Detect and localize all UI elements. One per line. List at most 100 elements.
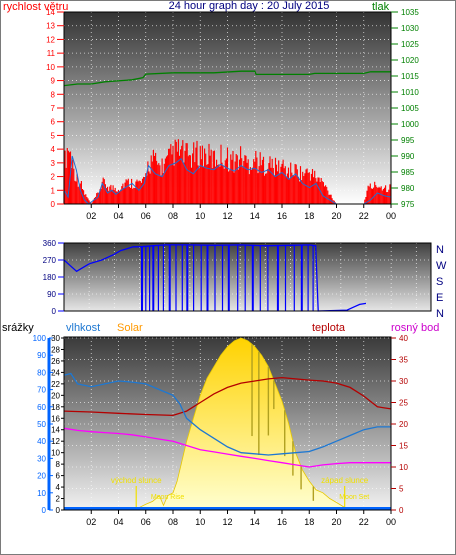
wind-speed-line <box>63 155 392 205</box>
humidity-axis-label: vlhkost <box>66 322 100 334</box>
wind-tick-label: 9 <box>51 77 56 86</box>
rain-tick-label: 0 <box>42 506 47 515</box>
rain-tick-label: 20 <box>37 472 46 481</box>
hour-tick-label: 20 <box>331 517 341 527</box>
temperature-axis-ticks: 0 5 10 15 20 25 30 35 40 <box>391 334 408 515</box>
humidity-tick-label: 4 <box>56 483 61 492</box>
time-axis-ticks: 02 04 06 08 10 12 14 16 18 20 22 00 <box>86 204 396 221</box>
hour-tick-label: 14 <box>250 517 260 527</box>
solar-legend-label: Solar <box>117 322 143 334</box>
wind-tick-label: 8 <box>51 90 56 99</box>
hour-tick-label: 08 <box>168 211 178 221</box>
hour-tick-label: 18 <box>304 517 314 527</box>
degree-tick-label: 0 <box>52 307 57 316</box>
hour-tick-label: 16 <box>277 517 287 527</box>
humidity-tick-label: 22 <box>51 380 60 389</box>
temperature-line <box>63 376 392 417</box>
wind-gust-bars <box>63 139 391 204</box>
hour-tick-label: 20 <box>331 211 341 221</box>
hour-tick-label: 16 <box>277 211 287 221</box>
rain-tick-label: 30 <box>37 454 46 463</box>
pressure-tick-label: 1025 <box>401 40 419 49</box>
temperature-tick-label: 30 <box>399 377 408 386</box>
temperature-tick-label: 25 <box>399 399 408 408</box>
pressure-tick-label: 1000 <box>401 120 419 129</box>
wind-tick-label: 13 <box>46 22 55 31</box>
degree-tick-label: 180 <box>43 273 57 282</box>
sun-moon-annotations: východ slunce západ slunce Moon Rise Moon S… <box>111 476 369 501</box>
humidity-tick-label: 30 <box>51 334 60 343</box>
pressure-tick-label: 990 <box>401 152 415 161</box>
pressure-tick-label: 1015 <box>401 72 419 81</box>
pressure-tick-label: 1035 <box>401 8 419 17</box>
humidity-tick-label: 2 <box>56 495 61 504</box>
compass-tick-label: S <box>436 276 443 288</box>
sun-moon-annotation: Moon Set <box>339 494 369 501</box>
pressure-axis-ticks: 975 980 985 990 995 1000 1005 1010 1015 1020 1025 1… <box>391 8 419 209</box>
temperature-axis-label: teplota <box>312 322 346 334</box>
pressure-tick-label: 1030 <box>401 24 419 33</box>
pressure-axis-label: tlak <box>372 1 390 13</box>
time-axis-ticks-lower: 02 04 06 08 10 12 14 16 18 20 22 00 <box>86 510 396 527</box>
rain-baseline <box>64 507 391 510</box>
pressure-tick-label: 975 <box>401 200 415 209</box>
humidity-tick-label: 12 <box>51 437 60 446</box>
rain-tick-label: 80 <box>37 368 46 377</box>
wind-tick-label: 6 <box>51 118 56 127</box>
rain-axis-label: srážky <box>2 322 34 334</box>
rain-tick-label: 90 <box>37 351 46 360</box>
hour-tick-label: 14 <box>250 211 260 221</box>
humidity-tick-label: 20 <box>51 391 60 400</box>
hour-tick-label: 10 <box>195 517 205 527</box>
hour-tick-label: 04 <box>113 517 123 527</box>
wind-axis-label: rychlost větru <box>3 1 68 13</box>
wind-tick-label: 11 <box>47 49 56 58</box>
page-title: 24 hour graph day : 20 July 2015 <box>169 0 330 12</box>
pressure-tick-label: 1020 <box>401 56 419 65</box>
rain-tick-label: 70 <box>37 386 46 395</box>
compass-tick-label: W <box>436 260 447 272</box>
rain-tick-label: 40 <box>37 437 46 446</box>
wind-direction-plot-area <box>64 243 431 311</box>
temperature-tick-label: 40 <box>399 334 408 343</box>
temperature-tick-label: 15 <box>399 442 408 451</box>
wind-tick-label: 7 <box>51 104 56 113</box>
sun-moon-annotation: východ slunce <box>111 476 162 485</box>
wind-direction-line <box>63 244 367 312</box>
pressure-tick-label: 995 <box>401 136 415 145</box>
hour-tick-label: 00 <box>386 517 396 527</box>
degree-tick-label: 270 <box>43 256 57 265</box>
dewpoint-line <box>63 427 391 468</box>
sun-moon-annotation: západ slunce <box>321 476 369 485</box>
degree-tick-label: 360 <box>43 239 57 248</box>
sun-moon-annotation: Moon Rise <box>151 494 185 501</box>
wind-tick-label: 0 <box>51 200 56 209</box>
temperature-tick-label: 0 <box>399 506 404 515</box>
hour-tick-label: 12 <box>222 517 232 527</box>
rain-tick-label: 100 <box>33 334 47 343</box>
humidity-tick-label: 16 <box>51 414 60 423</box>
hour-tick-label: 02 <box>86 517 96 527</box>
solar-dips <box>251 344 315 501</box>
wind-tick-label: 10 <box>46 63 55 72</box>
wind-tick-label: 1 <box>51 186 56 195</box>
hour-tick-label: 18 <box>304 211 314 221</box>
hour-tick-label: 22 <box>359 211 369 221</box>
humidity-tick-label: 28 <box>51 345 60 354</box>
humidity-tick-label: 6 <box>56 472 61 481</box>
direction-degree-ticks: 0 90 180 270 360 <box>43 239 64 316</box>
hour-tick-label: 00 <box>386 211 396 221</box>
solar-area <box>133 337 351 511</box>
hour-tick-label: 02 <box>86 211 96 221</box>
wind-tick-label: 3 <box>51 159 56 168</box>
temperature-tick-label: 35 <box>399 356 408 365</box>
humidity-tick-label: 14 <box>51 426 60 435</box>
humidity-tick-label: 0 <box>56 506 61 515</box>
hour-tick-label: 12 <box>222 211 232 221</box>
compass-tick-label: E <box>436 292 443 304</box>
hour-tick-label: 04 <box>113 211 123 221</box>
pressure-tick-label: 1005 <box>401 104 419 113</box>
wind-tick-label: 12 <box>46 35 55 44</box>
hour-tick-label: 08 <box>168 517 178 527</box>
